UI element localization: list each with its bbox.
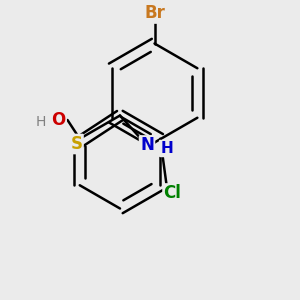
Text: S: S (70, 135, 83, 153)
Text: O: O (51, 111, 66, 129)
Text: H: H (160, 141, 173, 156)
Text: N: N (140, 136, 154, 154)
Text: Cl: Cl (164, 184, 181, 202)
Text: H: H (35, 115, 46, 128)
Text: Br: Br (144, 4, 165, 22)
